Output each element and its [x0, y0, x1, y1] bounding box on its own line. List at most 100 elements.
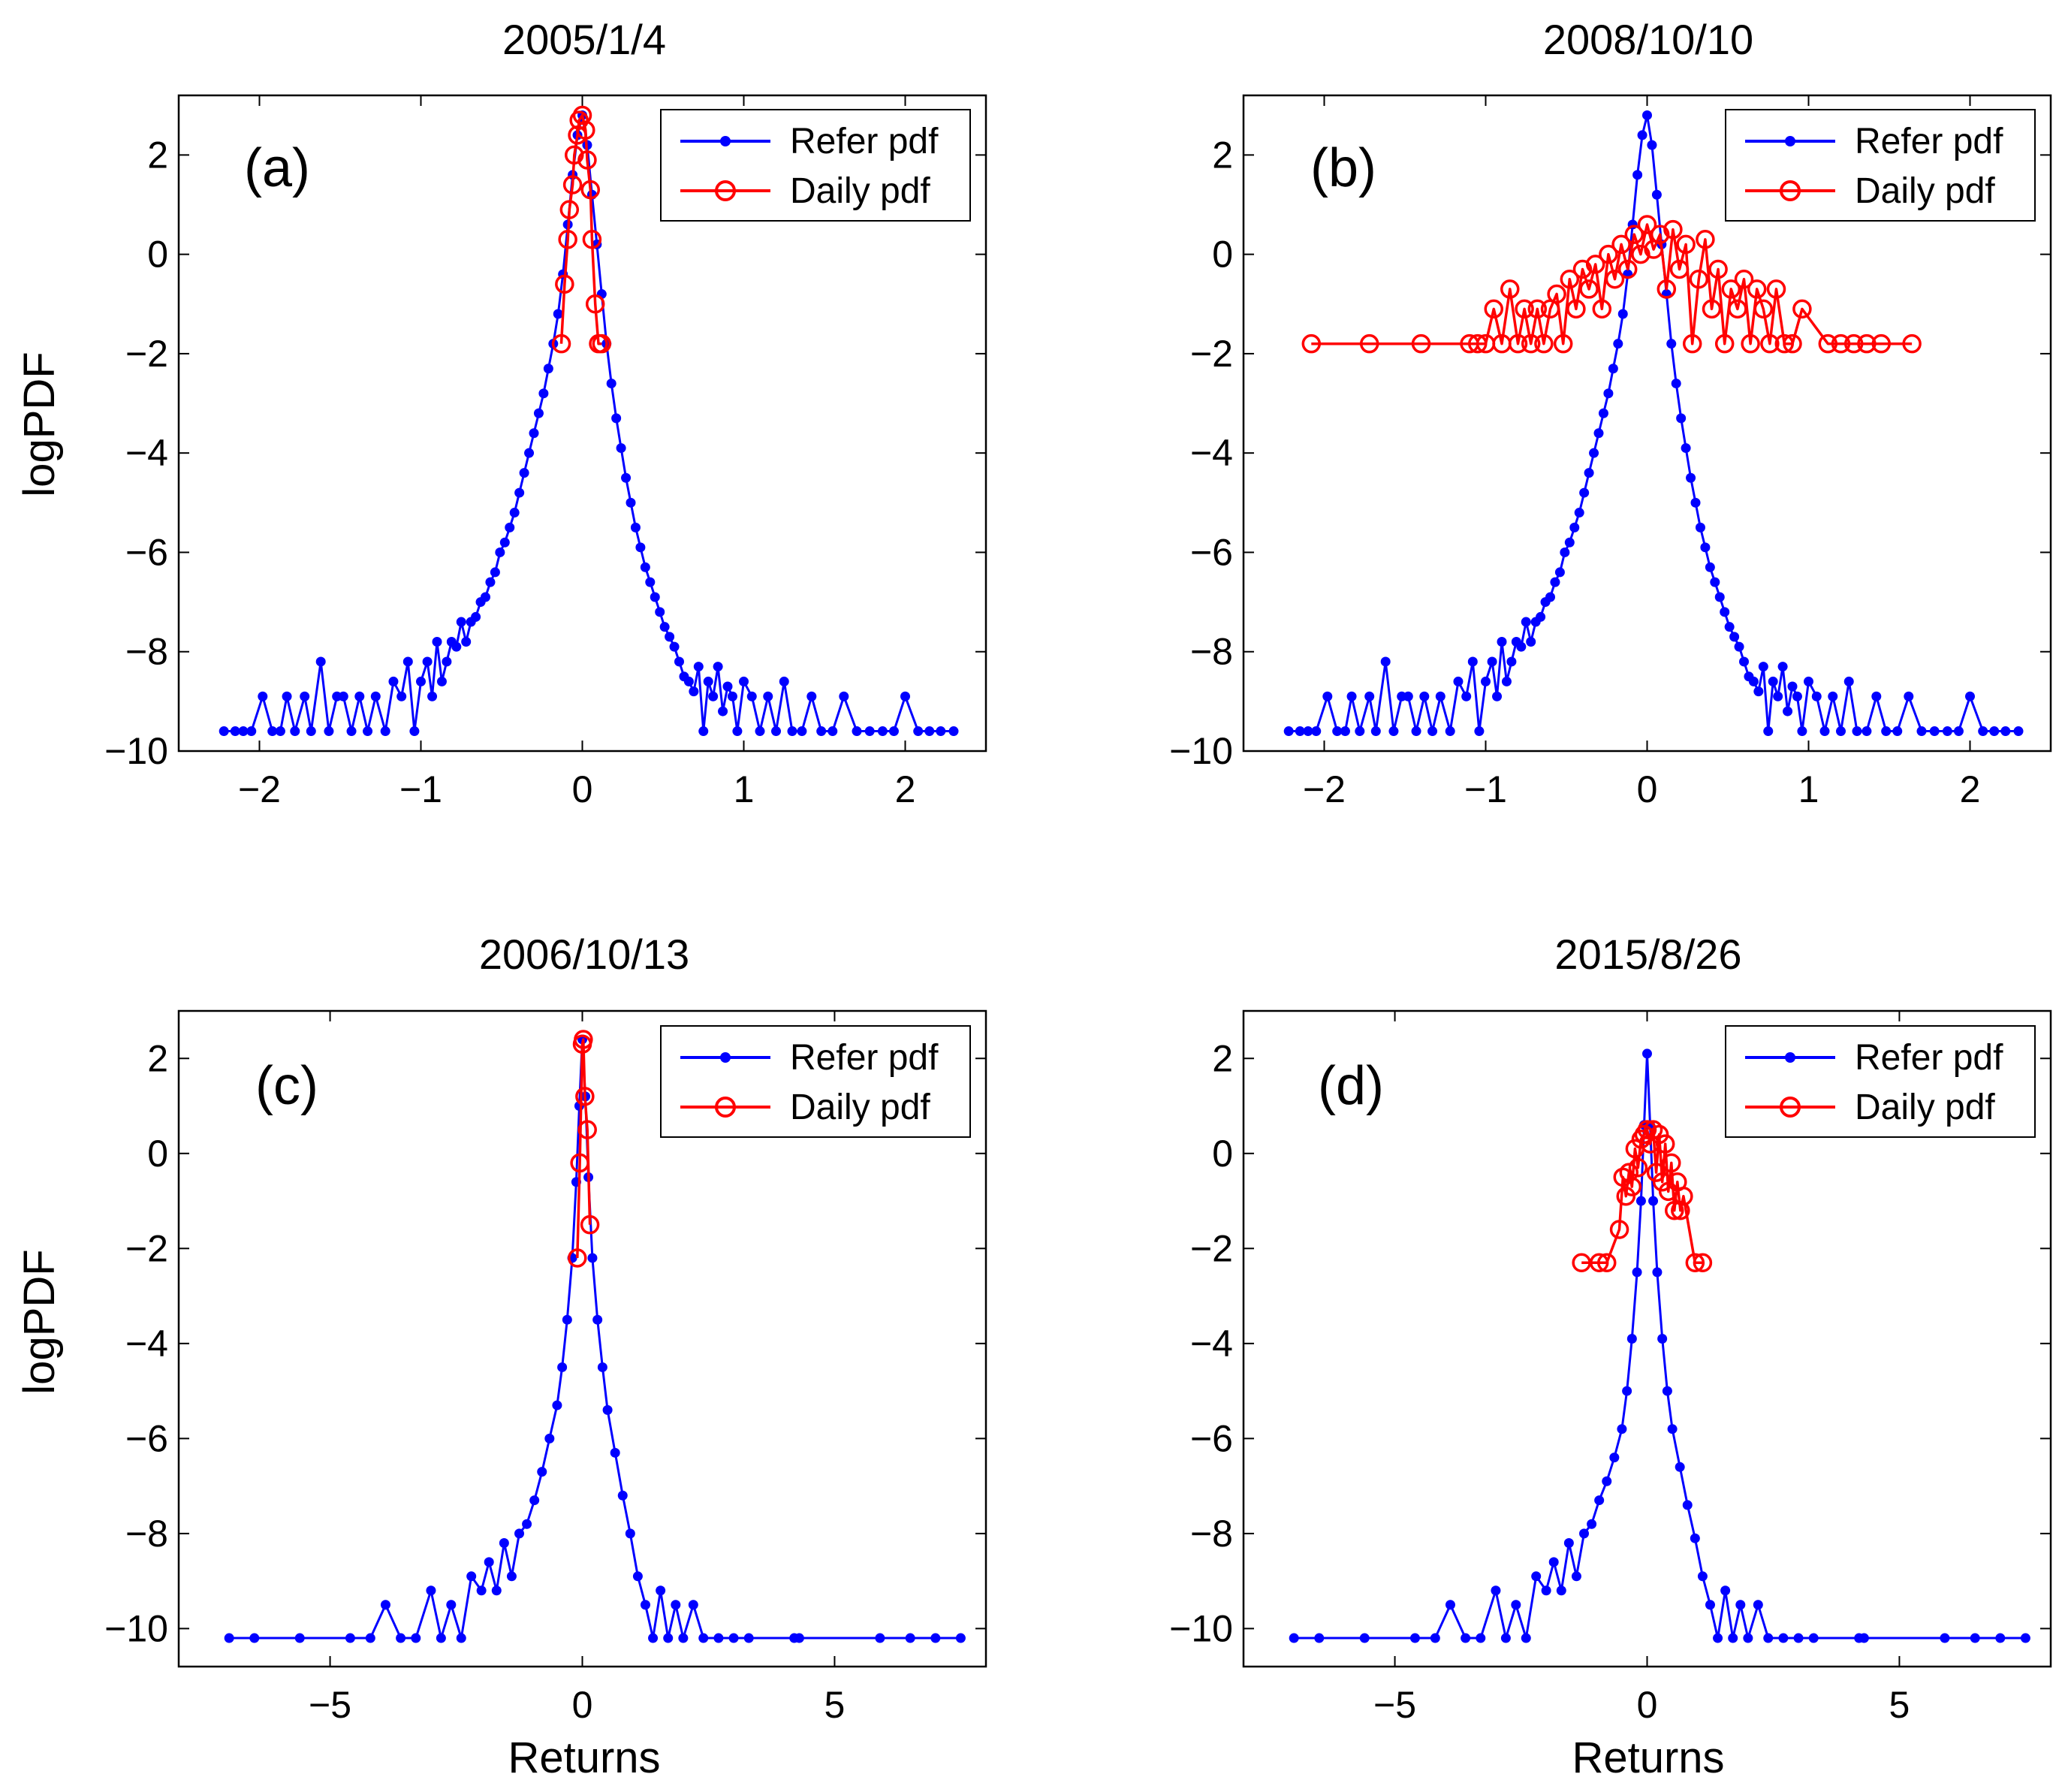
- panel3-refer-point: [1763, 1633, 1774, 1643]
- panel1-refer-point: [1965, 691, 1975, 701]
- panel-d-legend-box: [1725, 1025, 2036, 1138]
- panel1-refer-point: [1419, 691, 1430, 701]
- panel1-xtick-label: −2: [1303, 768, 1346, 810]
- panel1-xtick-label: −1: [1464, 768, 1507, 810]
- panel1-refer-point: [1953, 726, 1964, 737]
- panel1-refer-point: [1403, 691, 1413, 701]
- panel-c: 2006/10/13 logPDF Returns −5 0 5−10−8−6−4−…: [15, 931, 987, 1782]
- panel1-xtick-label: 2: [1960, 768, 1981, 810]
- panel2-refer-point: [930, 1633, 941, 1643]
- panel3-daily-point: [1662, 1153, 1681, 1173]
- panel3-refer-point: [1713, 1633, 1723, 1643]
- panel1-refer-point: [1871, 691, 1882, 701]
- panel0-refer-point: [258, 691, 268, 701]
- panel-a-legend-box: [660, 109, 971, 222]
- panel1-series-daily-line: [1311, 223, 1913, 345]
- panel1-ytick-label: 0: [1212, 234, 1233, 276]
- panel1-refer-point: [1332, 726, 1343, 737]
- panel0-refer-point: [635, 542, 646, 553]
- panel1-daily-point: [1902, 333, 1922, 354]
- panel1-daily-point: [1774, 333, 1794, 354]
- panel2-refer-point: [728, 1633, 739, 1643]
- panel3-refer-point: [1705, 1600, 1715, 1610]
- panel2-axes-frame: [177, 1009, 987, 1668]
- panel1-refer-point: [1811, 691, 1822, 701]
- panel1-daily-point: [1521, 333, 1541, 354]
- panel-a-tag: (a): [244, 138, 310, 198]
- panel0-refer-point: [499, 537, 510, 548]
- panel1-refer-point: [1705, 562, 1715, 572]
- panel3-xtick-label: 5: [1889, 1684, 1910, 1726]
- panel2-daily-point: [570, 1153, 589, 1173]
- panel0-refer-point: [718, 706, 728, 716]
- panel1-daily-point: [1689, 269, 1709, 289]
- panel0-xtick-label: 2: [895, 768, 916, 810]
- panel2-refer-point: [678, 1633, 689, 1643]
- panel1-daily-point: [1527, 299, 1548, 319]
- panel1-refer-point: [1852, 726, 1862, 737]
- panel0-axes-frame: [177, 94, 987, 753]
- panel3-refer-point: [1995, 1633, 2006, 1643]
- panel1-refer-point: [1787, 681, 1798, 692]
- panel-b-legend: Refer pdf Daily pdf: [1725, 109, 2036, 222]
- panel-d-legend-daily-marker: [1780, 1097, 1801, 1118]
- panel1-refer-point: [1303, 726, 1313, 737]
- panel0-daily-point: [580, 180, 600, 200]
- panel-b-legend-refer-marker: [1785, 136, 1795, 146]
- panel0-refer-point: [645, 577, 656, 587]
- panel3-ytick-label: −10: [1169, 1607, 1233, 1649]
- panel1-refer-point: [1364, 691, 1375, 701]
- panel3-refer-point: [1571, 1571, 1581, 1582]
- panel0-refer-point: [290, 726, 300, 737]
- panel1-refer-point: [1554, 567, 1565, 578]
- panel3-refer-point: [1602, 1476, 1612, 1486]
- panel1-refer-point: [1536, 611, 1546, 622]
- panel2-refer-point: [499, 1538, 509, 1549]
- panel3-refer-point: [1359, 1633, 1370, 1643]
- panel-b-tag: (b): [1310, 138, 1376, 198]
- panel-d-legend-daily-label: Daily pdf: [1855, 1088, 1995, 1127]
- panel3-refer-point: [1728, 1633, 1738, 1643]
- panel3-refer-point: [1778, 1633, 1789, 1643]
- panel0-refer-point: [852, 726, 862, 737]
- panel0-refer-point: [432, 637, 442, 647]
- panel1-daily-point: [1721, 279, 1741, 299]
- panel0-refer-point: [616, 443, 626, 454]
- panel1-refer-point: [1461, 691, 1472, 701]
- panel3-refer-point: [1541, 1585, 1551, 1596]
- panel3-refer-point: [1635, 1196, 1646, 1206]
- panel3-refer-point: [1511, 1600, 1521, 1610]
- panel2-refer-point: [491, 1585, 502, 1596]
- panel1-refer-point: [1613, 339, 1623, 349]
- panel1-refer-point: [1526, 637, 1536, 647]
- panel0-refer-point: [509, 508, 520, 518]
- panel1-refer-point: [1435, 691, 1446, 701]
- panel1-refer-point: [1666, 339, 1677, 349]
- panel1-refer-point: [1427, 726, 1438, 737]
- panel0-refer-point: [771, 726, 781, 737]
- panel0-refer-point: [451, 641, 462, 652]
- panel1-daily-point: [1760, 333, 1780, 354]
- panel3-ytick-label: 0: [1212, 1133, 1233, 1175]
- panel3-refer-point: [1793, 1633, 1804, 1643]
- panel3-refer-point: [1548, 1557, 1559, 1567]
- panel1-daily-point: [1508, 333, 1528, 354]
- panel1-daily-point: [1657, 279, 1677, 299]
- panel1-refer-point: [1311, 726, 1322, 737]
- panel1-ytick-label: −6: [1190, 531, 1233, 573]
- panel1-daily-point: [1871, 333, 1891, 354]
- panel1-refer-point: [1545, 592, 1555, 602]
- panel-c-ylabel: logPDF: [15, 1249, 64, 1394]
- panel1-refer-point: [1579, 487, 1590, 498]
- panel1-daily-point: [1734, 269, 1754, 289]
- panel3-axes-frame: [1242, 1009, 2052, 1668]
- panel0-ytick-label: 0: [147, 234, 168, 276]
- panel3-refer-point: [1430, 1633, 1440, 1643]
- panel-d-legend-refer-label: Refer pdf: [1855, 1038, 2003, 1078]
- panel2-xtick-label: 0: [572, 1684, 593, 1726]
- panel0-refer-point: [267, 726, 278, 737]
- panel1-refer-point: [1574, 508, 1584, 518]
- panel2-ytick-label: 0: [147, 1133, 168, 1175]
- panel1-refer-point: [1942, 726, 1952, 737]
